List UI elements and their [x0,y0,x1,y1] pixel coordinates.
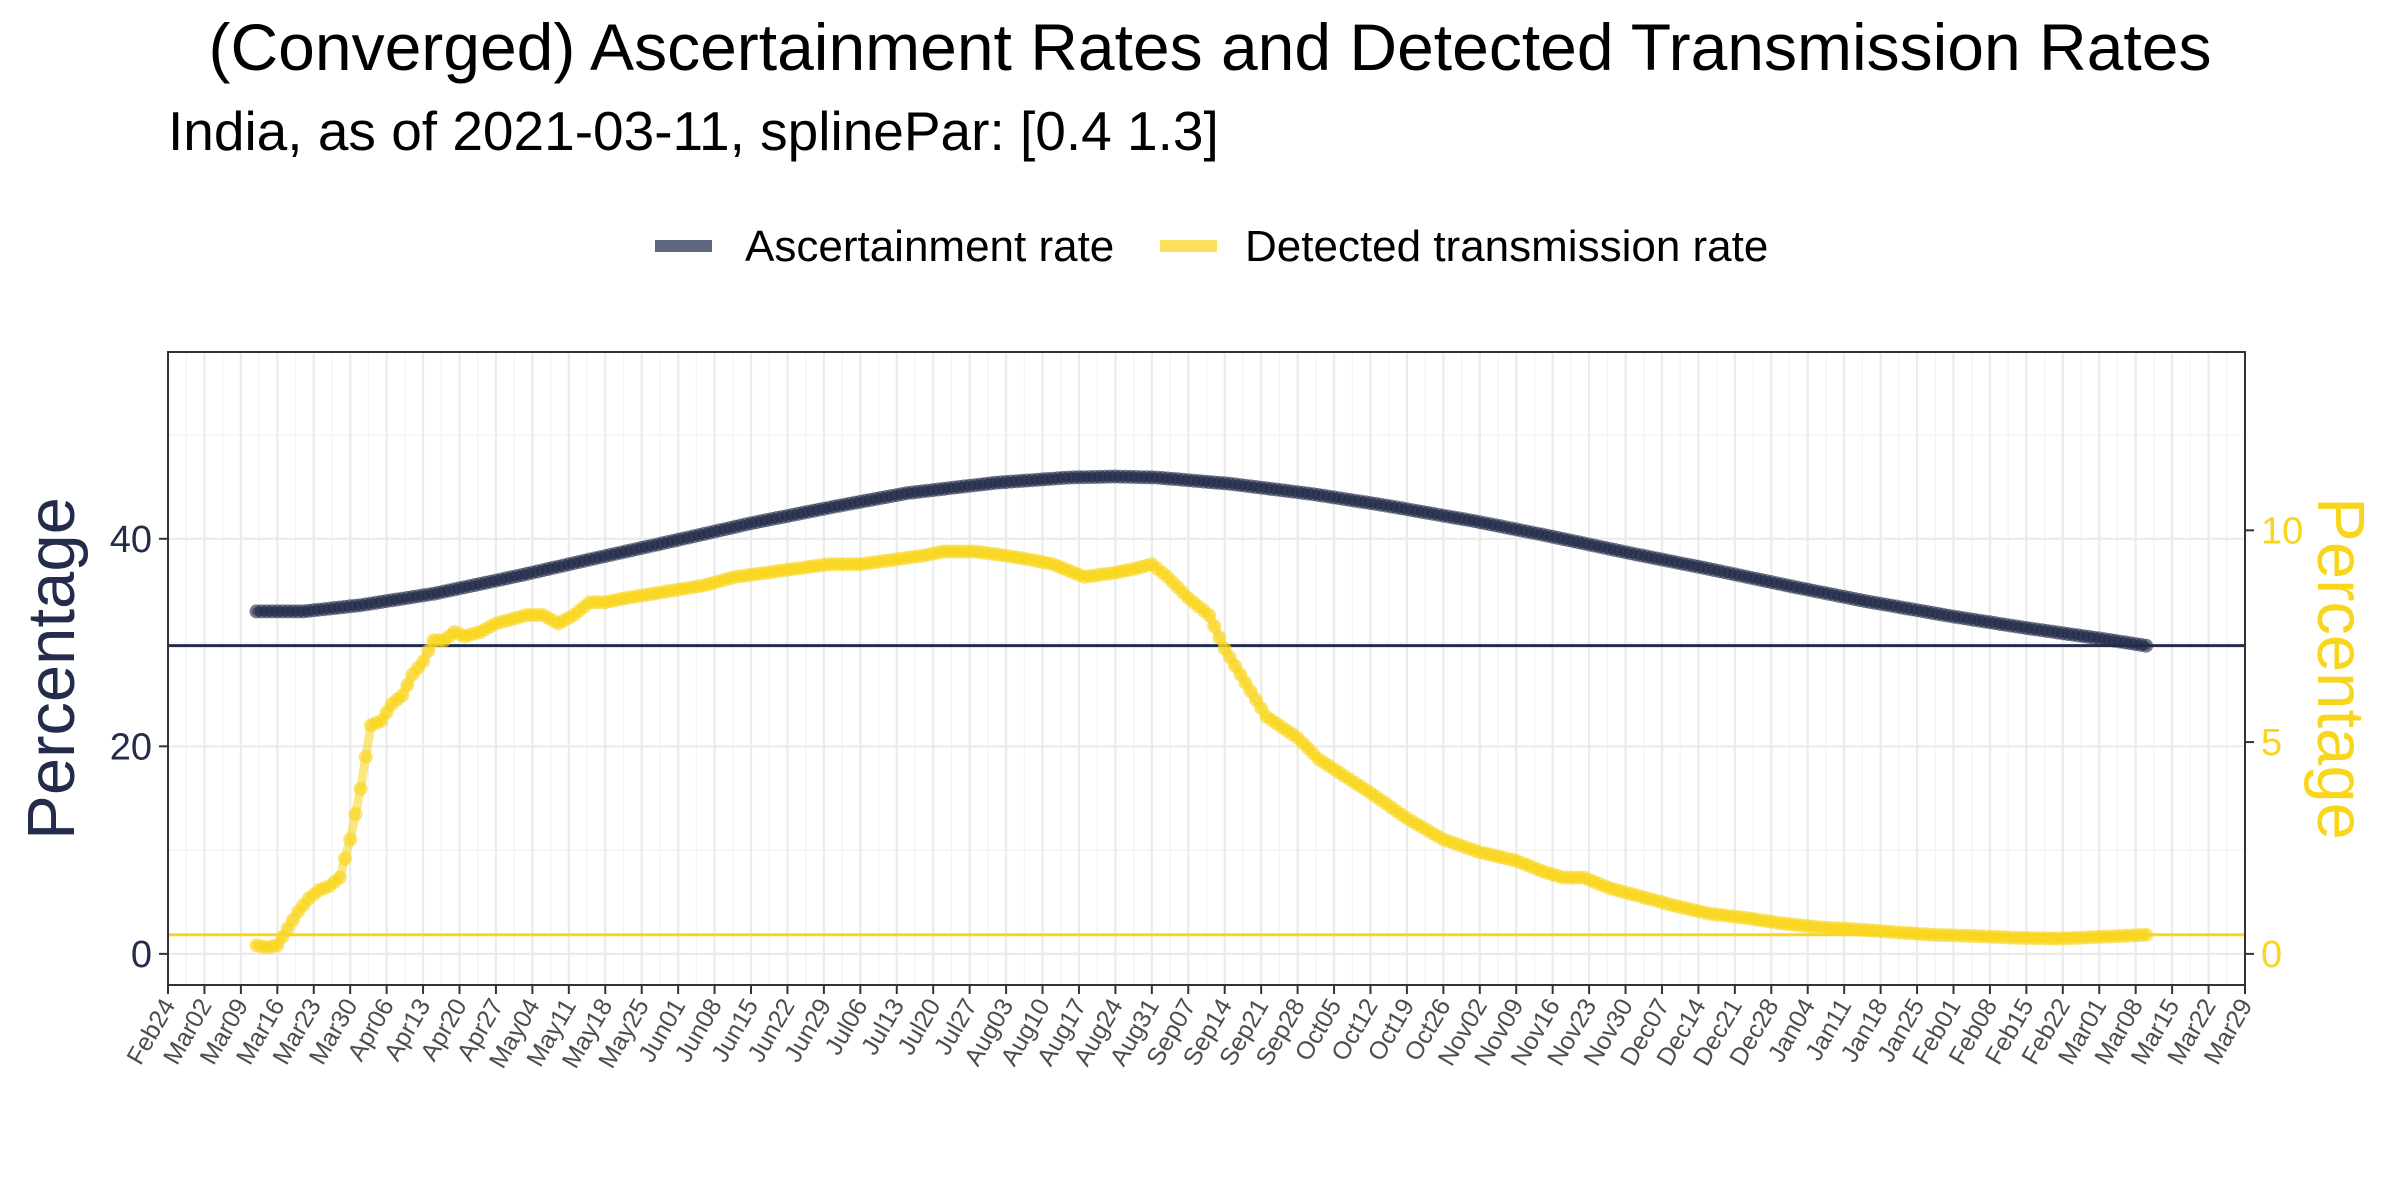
data-point [2139,927,2154,942]
y-axis-left-label: Percentage [14,497,89,840]
plot-border [167,351,2246,986]
data-point [343,832,358,847]
y-axis-right: 0 5 10 [2245,510,2303,976]
y-left-tick-label: 20 [110,726,152,768]
x-axis: Feb24Mar02Mar09Mar16Mar23Mar30Apr06Apr13… [122,985,2258,1073]
data-point [395,688,410,703]
data-point [416,654,431,669]
data-point [1202,608,1217,622]
series-points [249,469,2154,955]
y-right-tick-label: 0 [2261,934,2282,976]
grid-minor [168,352,2245,985]
data-point [1212,630,1227,645]
y-axis-right-label: Percentage [2303,497,2378,840]
data-point [332,870,347,885]
data-point [338,851,352,866]
legend-label: Detected transmission rate [1245,222,1768,271]
data-point [358,749,373,764]
data-point [2139,638,2154,653]
chart-title: (Converged) Ascertainment Rates and Dete… [209,10,2212,84]
y-right-tick-label: 10 [2261,510,2303,552]
y-left-tick-label: 40 [110,519,152,561]
data-point [421,644,436,658]
data-point [1207,619,1222,634]
y-left-tick-label: 0 [131,934,152,976]
data-point [353,781,368,796]
y-axis-left: 0 20 40 [110,519,168,976]
chart-subtitle: India, as of 2021-03-11, splinePar: [0.4… [168,100,1219,162]
data-point [400,677,415,692]
y-right-tick-label: 5 [2261,722,2282,764]
legend-label: Ascertainment rate [745,222,1114,271]
legend: Ascertainment rate Detected transmission … [655,222,1768,271]
data-point [348,807,363,822]
